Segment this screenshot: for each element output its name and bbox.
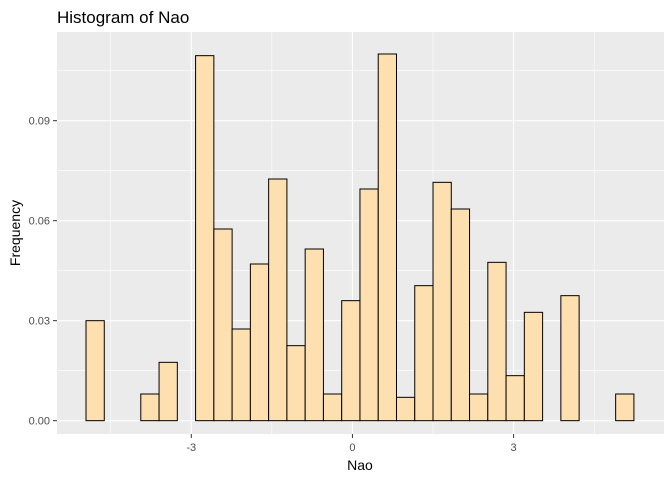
histogram-bar <box>213 228 233 422</box>
y-tick-label: 0.06 <box>29 216 50 228</box>
histogram-bar <box>414 285 434 422</box>
histogram-bar <box>615 393 635 422</box>
histogram-bar <box>341 300 361 422</box>
y-axis-title: Frequency <box>7 200 23 266</box>
histogram-bar <box>359 188 379 422</box>
y-tick-label: 0.00 <box>29 416 50 428</box>
histogram-bar <box>487 261 507 422</box>
histogram-bar <box>304 248 324 422</box>
histogram-bar <box>560 295 580 422</box>
histogram-bar <box>286 345 306 422</box>
histogram-bar <box>469 393 489 422</box>
histogram-bar <box>158 361 178 422</box>
histogram-bars <box>85 53 635 422</box>
histogram-bar <box>322 393 343 422</box>
histogram-bar <box>231 328 251 422</box>
y-tick-label: 0.03 <box>29 316 50 328</box>
histogram-bar <box>377 53 397 422</box>
x-tick-label: 3 <box>511 442 517 454</box>
histogram-bar <box>249 263 270 422</box>
x-axis-title: Nao <box>347 457 373 473</box>
y-axis: 0.00 0.03 0.06 0.09 <box>29 116 57 428</box>
histogram-bar <box>395 396 416 422</box>
y-tick-label: 0.09 <box>29 116 50 128</box>
histogram-bar <box>140 393 160 422</box>
histogram-bar <box>523 311 544 422</box>
histogram-bar <box>505 375 525 422</box>
x-tick-label: -3 <box>186 442 196 454</box>
x-axis: -3 0 3 <box>186 434 517 454</box>
histogram-bar <box>195 55 215 422</box>
histogram-bar <box>432 181 452 422</box>
histogram-bar <box>268 178 288 422</box>
x-tick-label: 0 <box>349 442 355 454</box>
histogram-bar <box>450 208 471 422</box>
chart-title: Histogram of Nao <box>57 8 189 27</box>
histogram-bar <box>85 320 105 422</box>
